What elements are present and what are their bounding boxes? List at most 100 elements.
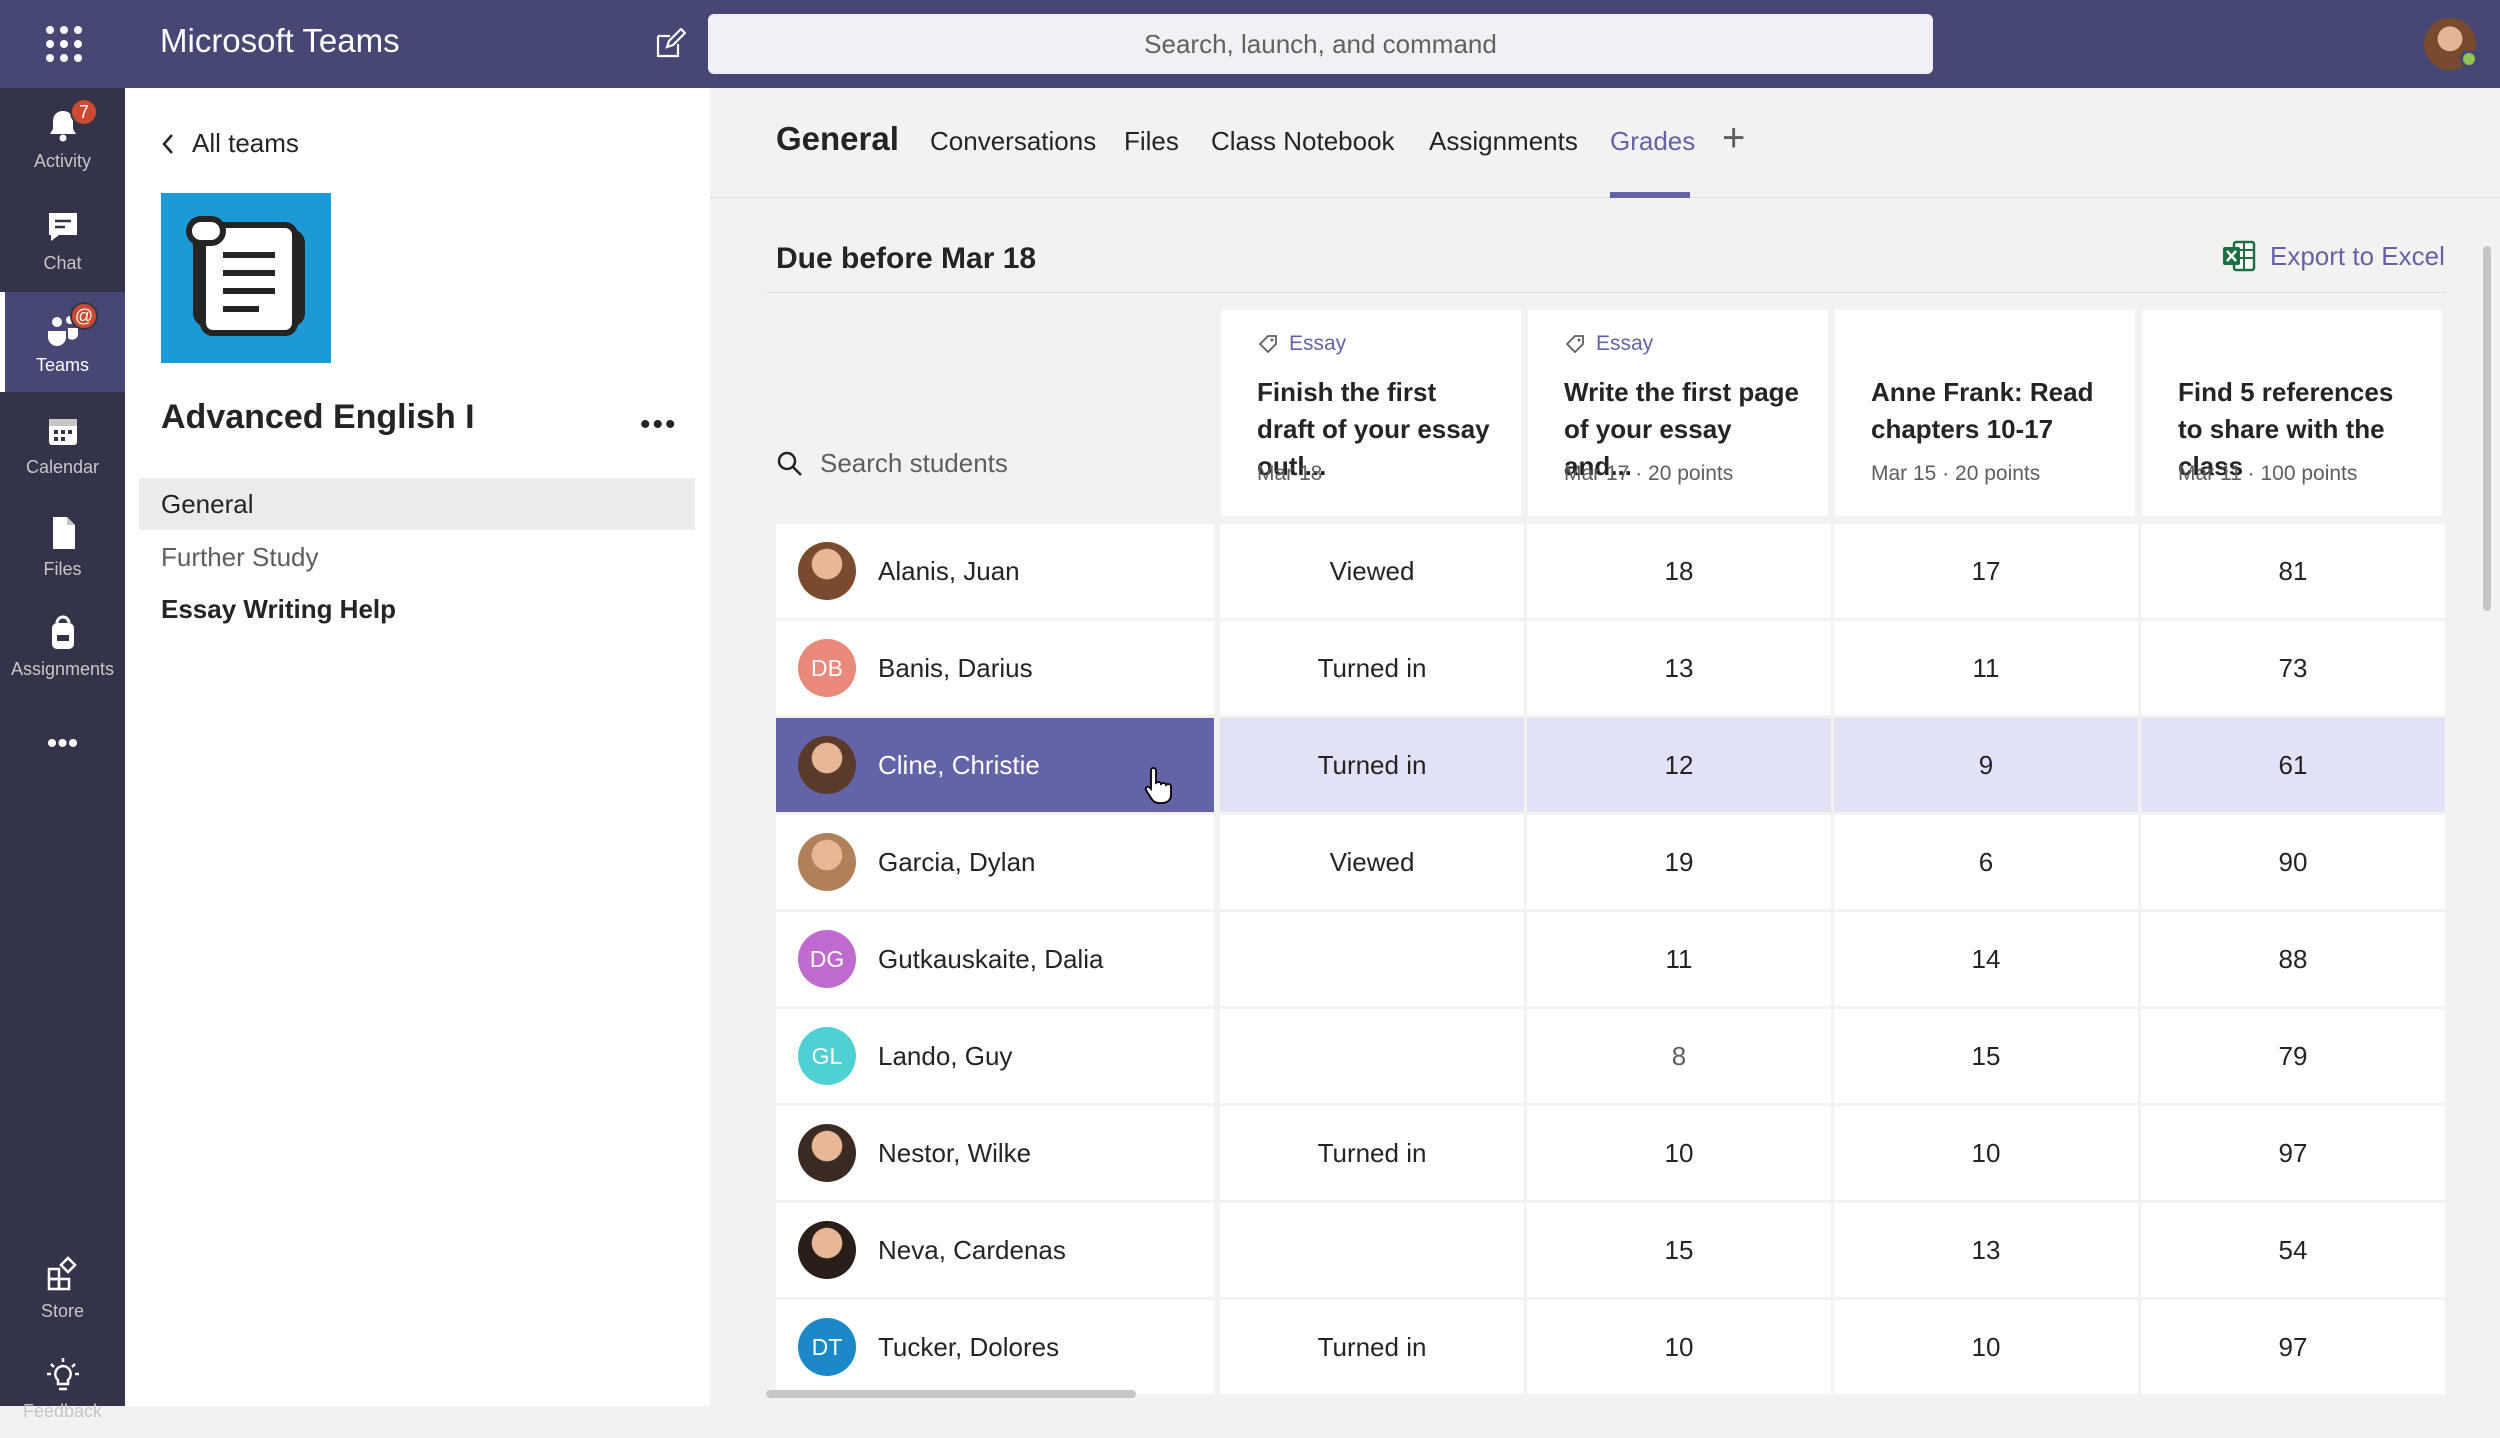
grade-cell[interactable]: Viewed [1220, 524, 1524, 618]
horizontal-scrollbar[interactable] [766, 1390, 1136, 1398]
table-row[interactable]: Cline, Christie Turned in 12 9 61 [776, 718, 2464, 812]
grade-cell[interactable]: Viewed [1220, 815, 1524, 909]
command-search-input[interactable]: Search, launch, and command [708, 14, 1933, 74]
search-students-input[interactable]: Search students [776, 448, 1008, 479]
grade-cell[interactable]: 11 [1527, 912, 1831, 1006]
assignment-title: Finish the first draft of your essay out… [1257, 377, 1490, 481]
channel-item-further-study[interactable]: Further Study [161, 541, 319, 572]
rail-item-calendar[interactable]: Calendar [0, 394, 125, 494]
student-name-cell[interactable]: Neva, Cardenas [776, 1203, 1214, 1297]
rail-item-feedback[interactable]: Feedback [0, 1338, 125, 1438]
grade-value: 11 [1665, 943, 1693, 974]
grade-value: 81 [2278, 555, 2308, 586]
grade-cell[interactable] [1220, 1203, 1524, 1297]
top-bar: Microsoft Teams Search, launch, and comm… [0, 0, 2500, 88]
grade-cell[interactable] [1220, 1009, 1524, 1103]
grade-cell[interactable]: Turned in [1220, 1300, 1524, 1394]
grade-cell[interactable]: 8 [1527, 1009, 1831, 1103]
grade-cell[interactable]: 12 [1527, 718, 1831, 812]
assignment-header[interactable]: Anne Frank: Read chapters 10-17 Mar 15 · … [1835, 310, 2135, 516]
grade-cell[interactable]: 73 [2141, 621, 2445, 715]
table-row[interactable]: DT Tucker, Dolores Turned in 10 10 97 [776, 1300, 2464, 1394]
table-row[interactable]: Neva, Cardenas 15 13 54 [776, 1203, 2464, 1297]
grade-cell[interactable]: 10 [1834, 1106, 2138, 1200]
grade-cell[interactable]: 10 [1527, 1106, 1831, 1200]
grade-cell[interactable]: 11 [1834, 621, 2138, 715]
all-teams-link[interactable]: All teams [160, 128, 299, 159]
rail-item-activity[interactable]: Activity 7 [0, 88, 125, 188]
tab-conversations[interactable]: Conversations [930, 126, 1097, 156]
vertical-scrollbar[interactable] [2483, 246, 2491, 611]
grade-cell[interactable]: 6 [1834, 815, 2138, 909]
grade-cell[interactable]: 81 [2141, 524, 2445, 618]
add-tab-button[interactable]: + [1722, 116, 1746, 160]
table-row[interactable]: Garcia, Dylan Viewed 19 6 90 [776, 815, 2464, 909]
assignment-header[interactable]: Essay Write the first page of your essay … [1528, 310, 1828, 516]
student-name-cell[interactable]: DG Gutkauskaite, Dalia [776, 912, 1214, 1006]
rail-item-store[interactable]: Store [0, 1238, 125, 1338]
tag-icon [1565, 335, 1584, 354]
more-apps-button[interactable]: ••• [0, 714, 125, 774]
grade-cell[interactable]: 17 [1834, 524, 2138, 618]
grade-cell[interactable]: Turned in [1220, 718, 1524, 812]
grade-cell[interactable]: 13 [1527, 621, 1831, 715]
grade-cell[interactable]: 54 [2141, 1203, 2445, 1297]
grade-cell[interactable] [1220, 912, 1524, 1006]
rail-item-assignments[interactable]: Assignments [0, 596, 125, 696]
grade-cell[interactable]: Turned in [1220, 621, 1524, 715]
rail-item-label: Calendar [25, 456, 100, 477]
new-chat-icon[interactable] [654, 28, 686, 60]
grade-cell[interactable]: 18 [1527, 524, 1831, 618]
tab-assignments[interactable]: Assignments [1429, 126, 1578, 156]
app-launcher-icon[interactable] [46, 26, 82, 62]
grade-cell[interactable]: 61 [2141, 718, 2445, 812]
grade-value: 9 [1978, 749, 1994, 780]
grade-cell[interactable]: 97 [2141, 1106, 2445, 1200]
assignment-header[interactable]: Find 5 references to share with the clas… [2142, 310, 2442, 516]
teams-icon [47, 315, 78, 346]
student-name-cell[interactable]: DB Banis, Darius [776, 621, 1214, 715]
student-name-cell[interactable]: DT Tucker, Dolores [776, 1300, 1214, 1394]
tab-grades[interactable]: Grades [1610, 126, 1696, 156]
grade-cell[interactable]: 19 [1527, 815, 1831, 909]
grade-cell[interactable]: 15 [1527, 1203, 1831, 1297]
student-name-cell[interactable]: Alanis, Juan [776, 524, 1214, 618]
student-name-cell[interactable]: GL Lando, Guy [776, 1009, 1214, 1103]
avatar-initials: DT [811, 1333, 843, 1360]
table-row[interactable]: Nestor, Wilke Turned in 10 10 97 [776, 1106, 2464, 1200]
student-name-cell[interactable]: Garcia, Dylan [776, 815, 1214, 909]
table-row[interactable]: Alanis, Juan Viewed 18 17 81 [776, 524, 2464, 618]
avatar: DB [798, 639, 856, 697]
assignment-title: Find 5 references to share with the clas… [2178, 377, 2394, 481]
tab-class-notebook[interactable]: Class Notebook [1211, 126, 1395, 156]
grade-cell[interactable]: 15 [1834, 1009, 2138, 1103]
student-name-cell[interactable]: Nestor, Wilke [776, 1106, 1214, 1200]
grade-cell[interactable]: Turned in [1220, 1106, 1524, 1200]
channel-item-essay-writing-help[interactable]: Essay Writing Help [161, 593, 397, 624]
grade-value: 8 [1671, 1040, 1687, 1071]
bell-icon [49, 110, 76, 141]
grade-cell[interactable]: 79 [2141, 1009, 2445, 1103]
grade-cell[interactable]: 90 [2141, 815, 2445, 909]
assignment-header[interactable]: Essay Finish the first draft of your essa… [1221, 310, 1521, 516]
grade-cell[interactable]: 88 [2141, 912, 2445, 1006]
grade-cell[interactable]: 10 [1527, 1300, 1831, 1394]
table-row[interactable]: GL Lando, Guy 8 15 79 [776, 1009, 2464, 1103]
rail-item-files[interactable]: Files [0, 496, 125, 596]
assignment-meta: Mar 15 · 20 points [1871, 462, 2041, 485]
grade-cell[interactable]: 14 [1834, 912, 2138, 1006]
table-row[interactable]: DB Banis, Darius Turned in 13 11 73 [776, 621, 2464, 715]
team-more-options-button[interactable]: ••• [640, 408, 678, 441]
student-name-cell[interactable]: Cline, Christie [776, 718, 1214, 812]
grade-cell[interactable]: 97 [2141, 1300, 2445, 1394]
grade-cell[interactable]: 13 [1834, 1203, 2138, 1297]
rail-item-chat[interactable]: Chat [0, 190, 125, 290]
grade-cell[interactable]: 9 [1834, 718, 2138, 812]
channel-item-general[interactable]: General [139, 478, 695, 530]
rail-item-teams[interactable]: Teams @ [0, 292, 125, 392]
grade-cell[interactable]: 10 [1834, 1300, 2138, 1394]
export-to-excel-button[interactable]: Export to Excel [2222, 240, 2445, 272]
table-row[interactable]: DG Gutkauskaite, Dalia 11 14 88 [776, 912, 2464, 1006]
chat-icon [48, 212, 77, 241]
tab-files[interactable]: Files [1124, 126, 1179, 156]
